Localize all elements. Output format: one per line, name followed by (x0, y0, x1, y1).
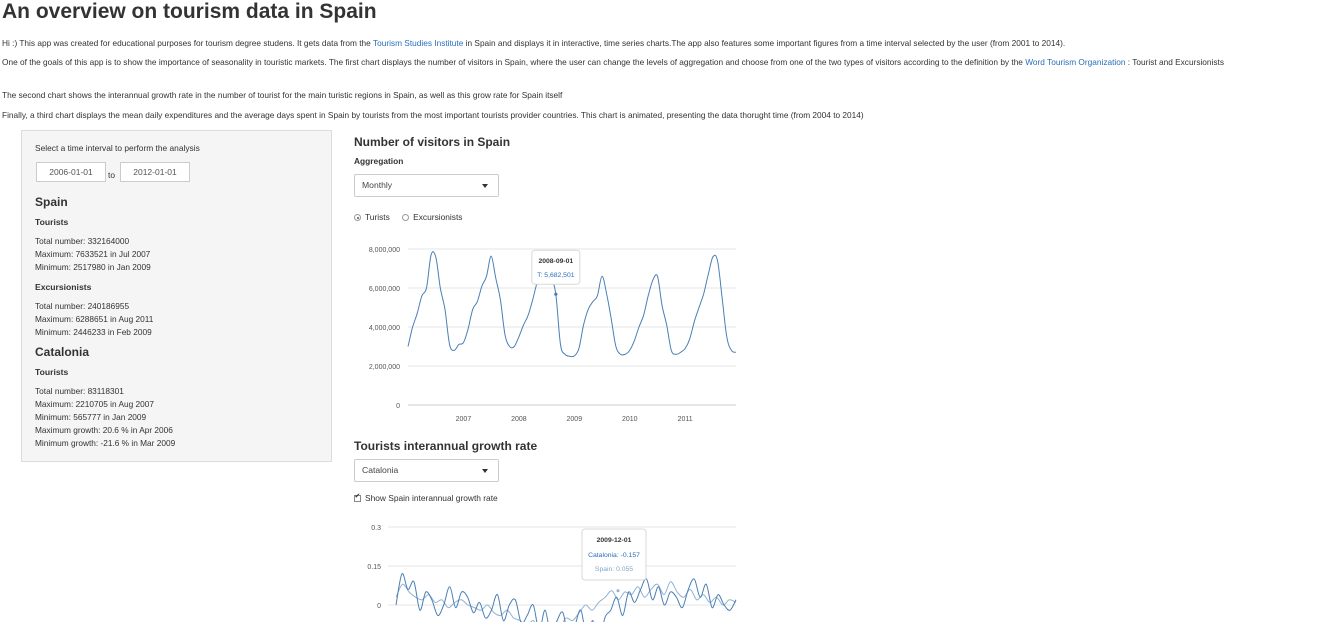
x-tick-label: 2008 (511, 416, 527, 423)
tourism-studies-institute-link[interactable]: Tourism Studies Institute (372, 38, 464, 48)
aggregation-selected: Monthly (362, 180, 393, 190)
y-tick-label: 0.3 (371, 525, 381, 532)
tooltip: 2008-09-01 T: 5,682,501 (531, 249, 581, 285)
to-label: to (108, 170, 115, 180)
tooltip-spain: Spain: 0.055 (595, 566, 633, 573)
intro-paragraph-1: Hi :) This app was created for education… (2, 37, 1312, 50)
region-select[interactable]: Catalonia (354, 459, 499, 482)
visitor-type-radio-group: Turists Excursionists (354, 212, 463, 222)
world-tourism-organization-link[interactable]: Word Tourism Organization (1025, 57, 1126, 67)
intro-paragraph-4: Finally, a third chart displays the mean… (2, 110, 864, 120)
spain-excursionists-heading: Excursionists (35, 282, 92, 292)
tooltip-date: 2009-12-01 (597, 537, 632, 544)
catalonia-heading: Catalonia (35, 345, 90, 359)
radio-dot-icon (402, 214, 410, 221)
y-tick-label: 2,000,000 (369, 364, 400, 371)
intro-paragraph-2: One of the goals of this app is to show … (2, 56, 1312, 69)
x-tick-label: 2010 (622, 416, 638, 423)
stat-line: Minimum growth: -21.6 % in Mar 2009 (35, 437, 176, 448)
tooltip: 2009-12-01 Catalonia: -0.157 Spain: 0.055 (581, 528, 647, 593)
y-tick-label: 0.15 (367, 564, 381, 571)
region-selected: Catalonia (362, 465, 399, 475)
intro-text: in Spain and displays it in interactive,… (463, 38, 1066, 48)
date-to-input[interactable]: 2012-01-01 (120, 162, 190, 182)
stat-line: Maximum: 6288651 in Aug 2011 (35, 313, 154, 324)
intro-text: : Tourist and Excursionists (1125, 57, 1224, 67)
stat-line: Minimum: 565777 in Jan 2009 (35, 411, 147, 422)
series-line-tourists (407, 251, 737, 358)
spain-excursionists-stats: Total number: 240186955 Maximum: 6288651… (35, 300, 153, 339)
tooltip-box (531, 249, 581, 285)
intro-text: Hi :) This app was created for education… (2, 38, 373, 48)
stat-line: Maximum growth: 20.6 % in Apr 2006 (35, 424, 173, 435)
stat-line: Total number: 240186955 (35, 301, 130, 311)
tooltip-point (616, 589, 620, 593)
visitors-chart-title: Number of visitors in Spain (354, 135, 511, 149)
stat-line: Total number: 83118301 (35, 386, 124, 396)
radio-dot-icon (354, 214, 361, 221)
catalonia-tourists-heading: Tourists (35, 367, 69, 377)
page-title: An overview on tourism data in Spain (2, 0, 377, 23)
caret-down-icon (482, 184, 488, 188)
tooltip-value: T: 5,682,501 (537, 272, 575, 279)
caret-down-icon (482, 469, 488, 473)
x-tick-label: 2011 (678, 416, 693, 423)
stat-line: Minimum: 2446233 in Feb 2009 (35, 326, 152, 337)
checkbox-icon (354, 492, 361, 502)
stat-line: Minimum: 2517980 in Jan 2009 (35, 261, 151, 272)
sidebar-panel: Select a time interval to perform the an… (21, 130, 332, 462)
catalonia-tourists-stats: Total number: 83118301 Maximum: 2210705 … (35, 385, 175, 450)
radio-tourists-label: Turists (365, 212, 390, 222)
tooltip-date: 2008-09-01 (538, 258, 573, 265)
x-tick-label: 2007 (456, 416, 472, 423)
x-tick-label: 2009 (567, 416, 583, 423)
tooltip-catalonia: Catalonia: -0.157 (588, 552, 640, 559)
date-from-input[interactable]: 2006-01-01 (36, 162, 106, 182)
stat-line: Total number: 332164000 (35, 236, 130, 246)
visitors-line-chart[interactable]: 0 2,000,000 4,000,000 6,000,000 8,000,000 200… (354, 238, 754, 433)
tooltip-box (581, 528, 647, 581)
spain-tourists-stats: Total number: 332164000 Maximum: 7633521… (35, 235, 151, 274)
growth-chart-title: Tourists interannual growth rate (354, 439, 538, 453)
intro-paragraph-3: The second chart shows the interannual g… (2, 90, 563, 100)
y-tick-label: 6,000,000 (369, 286, 400, 293)
growth-line-chart[interactable]: 0 0.15 0.3 2009-12-01 Catalonia: -0.157 Spain… (354, 512, 754, 622)
spain-heading: Spain (35, 195, 68, 209)
show-spain-label: Show Spain interannual growth rate (365, 493, 498, 503)
intro-text: One of the goals of this app is to show … (2, 57, 1026, 67)
spain-tourists-heading: Tourists (35, 217, 69, 227)
radio-tourists[interactable]: Turists (354, 212, 390, 222)
interval-label: Select a time interval to perform the an… (35, 143, 200, 153)
aggregation-select[interactable]: Monthly (354, 174, 499, 197)
y-tick-label: 0 (396, 403, 400, 410)
stat-line: Maximum: 2210705 in Aug 2007 (35, 398, 155, 409)
tooltip-point (554, 292, 558, 296)
show-spain-checkbox[interactable]: Show Spain interannual growth rate (354, 492, 498, 503)
radio-excursionists[interactable]: Excursionists (402, 212, 463, 222)
stat-line: Maximum: 7633521 in Jul 2007 (35, 248, 151, 259)
series-line-catalonia (395, 573, 737, 622)
radio-excursionists-label: Excursionists (413, 212, 463, 222)
y-tick-label: 0 (377, 603, 381, 610)
y-tick-label: 8,000,000 (369, 247, 400, 254)
y-tick-label: 4,000,000 (369, 325, 400, 332)
aggregation-label: Aggregation (354, 156, 404, 166)
